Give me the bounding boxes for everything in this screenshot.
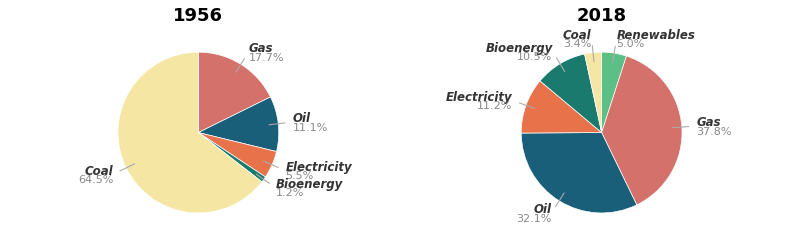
Text: 11.1%: 11.1%	[293, 123, 328, 133]
Text: 32.1%: 32.1%	[516, 214, 551, 224]
Text: Oil: Oil	[293, 112, 310, 126]
Text: 1.2%: 1.2%	[275, 188, 304, 198]
Wedge shape	[198, 132, 266, 182]
Wedge shape	[522, 81, 602, 133]
Text: 3.4%: 3.4%	[563, 39, 591, 49]
Text: Gas: Gas	[249, 42, 273, 55]
Text: Coal: Coal	[85, 165, 113, 178]
Wedge shape	[198, 132, 277, 177]
Text: 64.5%: 64.5%	[78, 175, 113, 185]
Wedge shape	[198, 52, 270, 132]
Text: Coal: Coal	[563, 29, 591, 42]
Text: 37.8%: 37.8%	[696, 127, 732, 137]
Title: 1956: 1956	[174, 7, 223, 25]
Text: Renewables: Renewables	[617, 29, 695, 42]
Text: Oil: Oil	[534, 204, 551, 216]
Text: 10.5%: 10.5%	[518, 52, 553, 62]
Wedge shape	[198, 97, 278, 152]
Text: Bioenergy: Bioenergy	[275, 178, 342, 191]
Text: Electricity: Electricity	[446, 91, 512, 104]
Text: 5.5%: 5.5%	[286, 171, 314, 181]
Wedge shape	[118, 52, 262, 213]
Text: Gas: Gas	[696, 116, 721, 129]
Wedge shape	[602, 56, 682, 205]
Wedge shape	[522, 132, 637, 213]
Text: 5.0%: 5.0%	[617, 39, 645, 49]
Text: 17.7%: 17.7%	[249, 53, 284, 63]
Text: 11.2%: 11.2%	[477, 101, 512, 111]
Title: 2018: 2018	[577, 7, 626, 25]
Wedge shape	[585, 52, 602, 132]
Text: Bioenergy: Bioenergy	[486, 42, 553, 55]
Wedge shape	[540, 54, 602, 132]
Text: Electricity: Electricity	[286, 161, 352, 174]
Wedge shape	[602, 52, 626, 132]
